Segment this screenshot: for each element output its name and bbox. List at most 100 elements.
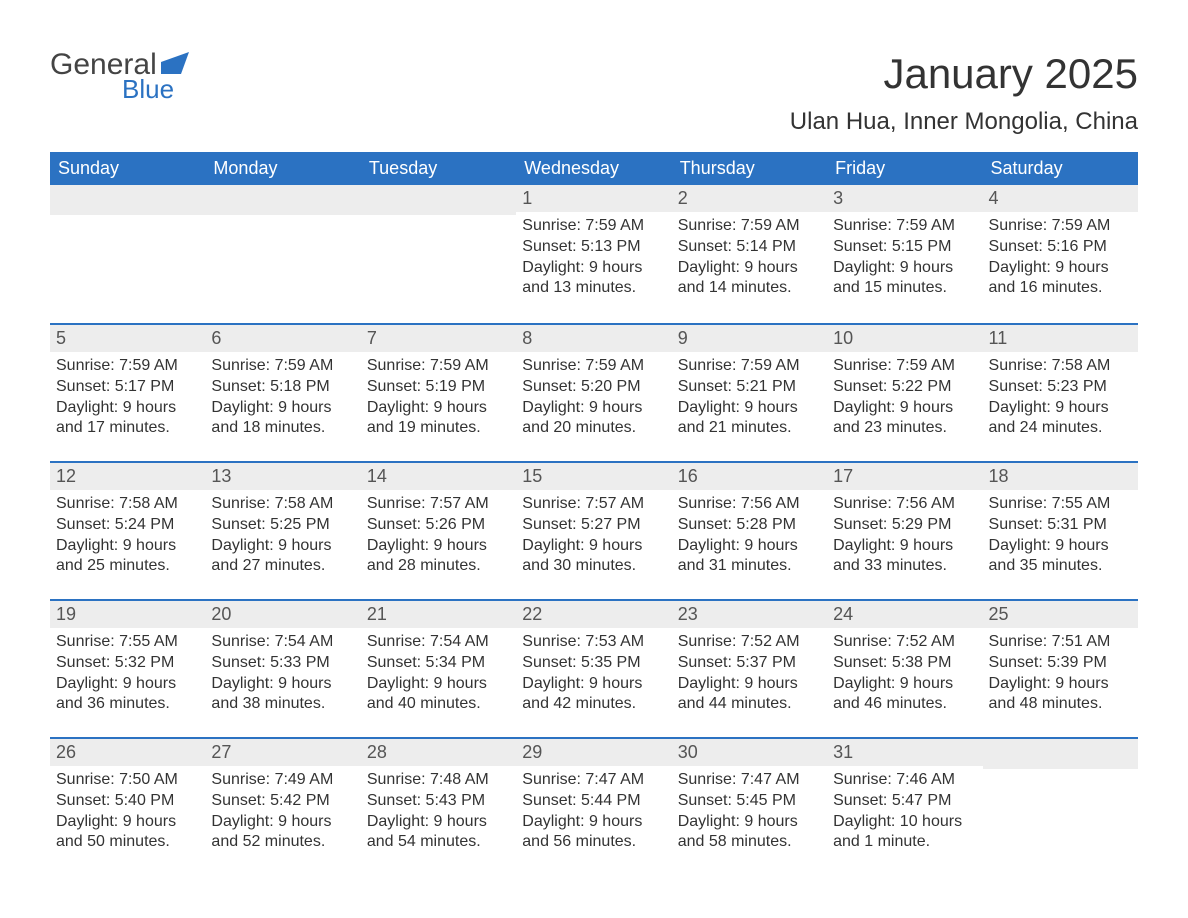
calendar-day-cell: 20Sunrise: 7:54 AMSunset: 5:33 PMDayligh…: [205, 599, 360, 737]
day-number: 4: [983, 185, 1138, 212]
daylight-text-line1: Daylight: 9 hours: [367, 812, 510, 833]
daylight-text-line1: Daylight: 9 hours: [833, 674, 976, 695]
day-details: Sunrise: 7:53 AMSunset: 5:35 PMDaylight:…: [516, 628, 671, 719]
calendar-day-cell: 17Sunrise: 7:56 AMSunset: 5:29 PMDayligh…: [827, 461, 982, 599]
day-details: Sunrise: 7:59 AMSunset: 5:13 PMDaylight:…: [516, 212, 671, 303]
sunset-text: Sunset: 5:13 PM: [522, 237, 665, 258]
calendar-day-cell: 23Sunrise: 7:52 AMSunset: 5:37 PMDayligh…: [672, 599, 827, 737]
daylight-text-line2: and 13 minutes.: [522, 278, 665, 299]
daylight-text-line1: Daylight: 9 hours: [678, 536, 821, 557]
logo: General Blue: [50, 50, 189, 102]
daylight-text-line1: Daylight: 9 hours: [56, 536, 199, 557]
day-number: 6: [205, 323, 360, 352]
day-number: 8: [516, 323, 671, 352]
calendar-day-cell: 18Sunrise: 7:55 AMSunset: 5:31 PMDayligh…: [983, 461, 1138, 599]
day-details: Sunrise: 7:58 AMSunset: 5:24 PMDaylight:…: [50, 490, 205, 581]
sunset-text: Sunset: 5:16 PM: [989, 237, 1132, 258]
daylight-text-line2: and 14 minutes.: [678, 278, 821, 299]
calendar-day-cell: 26Sunrise: 7:50 AMSunset: 5:40 PMDayligh…: [50, 737, 205, 875]
sunrise-text: Sunrise: 7:58 AM: [989, 356, 1132, 377]
daylight-text-line1: Daylight: 9 hours: [367, 536, 510, 557]
weekday-header: Saturday: [983, 152, 1138, 185]
calendar-day-cell: 12Sunrise: 7:58 AMSunset: 5:24 PMDayligh…: [50, 461, 205, 599]
sunset-text: Sunset: 5:20 PM: [522, 377, 665, 398]
sunset-text: Sunset: 5:25 PM: [211, 515, 354, 536]
daylight-text-line2: and 52 minutes.: [211, 832, 354, 853]
day-details: Sunrise: 7:54 AMSunset: 5:33 PMDaylight:…: [205, 628, 360, 719]
day-number: 17: [827, 461, 982, 490]
day-number: 25: [983, 599, 1138, 628]
daylight-text-line1: Daylight: 9 hours: [211, 812, 354, 833]
sunset-text: Sunset: 5:29 PM: [833, 515, 976, 536]
daylight-text-line2: and 1 minute.: [833, 832, 976, 853]
day-details: Sunrise: 7:59 AMSunset: 5:20 PMDaylight:…: [516, 352, 671, 443]
sunrise-text: Sunrise: 7:47 AM: [678, 770, 821, 791]
day-number-empty: [50, 185, 205, 215]
day-number-empty: [361, 185, 516, 215]
daylight-text-line1: Daylight: 9 hours: [211, 398, 354, 419]
calendar-day-cell: 5Sunrise: 7:59 AMSunset: 5:17 PMDaylight…: [50, 323, 205, 461]
day-number: 13: [205, 461, 360, 490]
day-details: Sunrise: 7:56 AMSunset: 5:29 PMDaylight:…: [827, 490, 982, 581]
daylight-text-line1: Daylight: 9 hours: [833, 536, 976, 557]
calendar-day-cell: 1Sunrise: 7:59 AMSunset: 5:13 PMDaylight…: [516, 185, 671, 323]
daylight-text-line1: Daylight: 9 hours: [522, 398, 665, 419]
day-details: Sunrise: 7:55 AMSunset: 5:31 PMDaylight:…: [983, 490, 1138, 581]
sunset-text: Sunset: 5:47 PM: [833, 791, 976, 812]
calendar-day-cell: 9Sunrise: 7:59 AMSunset: 5:21 PMDaylight…: [672, 323, 827, 461]
sunset-text: Sunset: 5:42 PM: [211, 791, 354, 812]
daylight-text-line2: and 16 minutes.: [989, 278, 1132, 299]
daylight-text-line2: and 24 minutes.: [989, 418, 1132, 439]
calendar-week-row: 1Sunrise: 7:59 AMSunset: 5:13 PMDaylight…: [50, 185, 1138, 323]
sunrise-text: Sunrise: 7:59 AM: [678, 216, 821, 237]
weekday-header: Tuesday: [361, 152, 516, 185]
daylight-text-line2: and 56 minutes.: [522, 832, 665, 853]
sunrise-text: Sunrise: 7:46 AM: [833, 770, 976, 791]
sunrise-text: Sunrise: 7:50 AM: [56, 770, 199, 791]
daylight-text-line1: Daylight: 9 hours: [678, 398, 821, 419]
day-details: Sunrise: 7:58 AMSunset: 5:25 PMDaylight:…: [205, 490, 360, 581]
day-details: Sunrise: 7:59 AMSunset: 5:14 PMDaylight:…: [672, 212, 827, 303]
calendar-day-cell: 11Sunrise: 7:58 AMSunset: 5:23 PMDayligh…: [983, 323, 1138, 461]
sunset-text: Sunset: 5:32 PM: [56, 653, 199, 674]
sunrise-text: Sunrise: 7:59 AM: [833, 216, 976, 237]
sunrise-text: Sunrise: 7:55 AM: [989, 494, 1132, 515]
calendar-day-cell: 15Sunrise: 7:57 AMSunset: 5:27 PMDayligh…: [516, 461, 671, 599]
daylight-text-line2: and 30 minutes.: [522, 556, 665, 577]
sunset-text: Sunset: 5:38 PM: [833, 653, 976, 674]
calendar-day-cell: [50, 185, 205, 323]
sunrise-text: Sunrise: 7:59 AM: [56, 356, 199, 377]
daylight-text-line2: and 50 minutes.: [56, 832, 199, 853]
sunrise-text: Sunrise: 7:59 AM: [989, 216, 1132, 237]
day-details: Sunrise: 7:52 AMSunset: 5:37 PMDaylight:…: [672, 628, 827, 719]
sunset-text: Sunset: 5:17 PM: [56, 377, 199, 398]
daylight-text-line1: Daylight: 9 hours: [989, 536, 1132, 557]
header-row: General Blue January 2025: [50, 50, 1138, 102]
day-details: Sunrise: 7:47 AMSunset: 5:44 PMDaylight:…: [516, 766, 671, 857]
day-number: 3: [827, 185, 982, 212]
daylight-text-line2: and 38 minutes.: [211, 694, 354, 715]
daylight-text-line1: Daylight: 9 hours: [678, 812, 821, 833]
sunrise-text: Sunrise: 7:54 AM: [211, 632, 354, 653]
day-details: Sunrise: 7:47 AMSunset: 5:45 PMDaylight:…: [672, 766, 827, 857]
daylight-text-line2: and 42 minutes.: [522, 694, 665, 715]
calendar-week-row: 12Sunrise: 7:58 AMSunset: 5:24 PMDayligh…: [50, 461, 1138, 599]
daylight-text-line1: Daylight: 9 hours: [211, 674, 354, 695]
sunrise-text: Sunrise: 7:58 AM: [56, 494, 199, 515]
day-number: 24: [827, 599, 982, 628]
day-number: 30: [672, 737, 827, 766]
day-number: 19: [50, 599, 205, 628]
daylight-text-line1: Daylight: 9 hours: [989, 258, 1132, 279]
daylight-text-line2: and 58 minutes.: [678, 832, 821, 853]
sunset-text: Sunset: 5:28 PM: [678, 515, 821, 536]
day-details: Sunrise: 7:49 AMSunset: 5:42 PMDaylight:…: [205, 766, 360, 857]
daylight-text-line2: and 19 minutes.: [367, 418, 510, 439]
day-number: 22: [516, 599, 671, 628]
calendar-day-cell: 4 Sunrise: 7:59 AMSunset: 5:16 PMDaylight…: [983, 185, 1138, 323]
day-details: Sunrise: 7:59 AMSunset: 5:15 PMDaylight:…: [827, 212, 982, 303]
sunset-text: Sunset: 5:21 PM: [678, 377, 821, 398]
day-details: Sunrise: 7:57 AMSunset: 5:26 PMDaylight:…: [361, 490, 516, 581]
weekday-header: Monday: [205, 152, 360, 185]
day-number: 12: [50, 461, 205, 490]
day-details: Sunrise: 7:59 AMSunset: 5:22 PMDaylight:…: [827, 352, 982, 443]
